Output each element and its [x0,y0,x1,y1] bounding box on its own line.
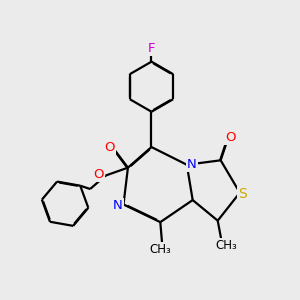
Text: O: O [225,131,235,144]
Text: O: O [93,167,104,181]
Text: CH₃: CH₃ [215,239,237,252]
Text: CH₃: CH₃ [150,243,172,256]
Text: N: N [113,200,122,212]
Text: N: N [187,158,197,171]
Text: F: F [148,42,155,55]
Text: O: O [104,141,115,154]
Text: S: S [238,187,247,201]
